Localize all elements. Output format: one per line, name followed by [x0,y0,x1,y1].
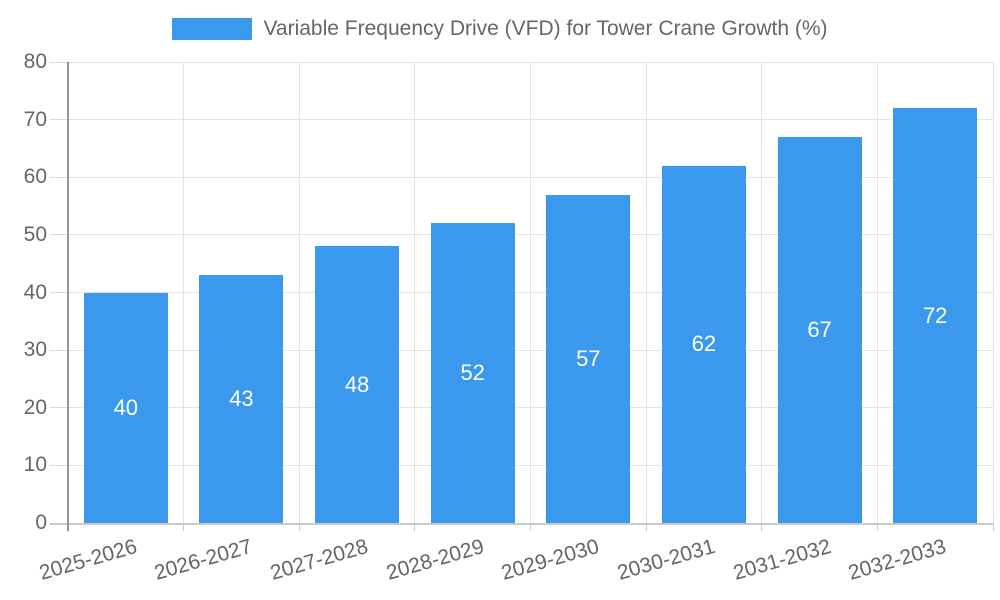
gridline-vertical [876,62,878,523]
x-axis-tick [761,523,763,531]
bar-value-label: 43 [229,386,254,412]
bar-value-label: 52 [460,360,485,386]
x-axis-tick-label: 2025-2026 [36,534,140,585]
bar[interactable] [430,223,515,523]
x-axis-tick [992,523,994,531]
bar-value-label: 62 [691,331,717,357]
bar-value-label: 48 [344,371,370,397]
y-axis-tick-label: 40 [23,280,47,304]
x-axis-tick-label: 2029-2030 [499,534,602,585]
y-axis-tick-label: 50 [23,222,47,246]
y-axis-tick-label: 20 [23,395,47,419]
y-axis-tick-label: 80 [23,50,47,73]
legend-item[interactable]: Variable Frequency Drive (VFD) for Tower… [0,17,1000,41]
x-axis-tick [414,523,416,531]
bar[interactable] [315,246,400,523]
y-axis-tick-label: 0 [35,511,47,534]
bar[interactable] [546,194,631,523]
y-axis-tick [50,119,68,121]
x-axis-line [50,523,993,525]
x-axis-tick-label: 2028-2029 [383,534,487,585]
y-axis-tick [50,234,68,236]
legend-label: Variable Frequency Drive (VFD) for Tower… [263,17,828,40]
bar[interactable] [661,165,746,523]
x-axis-tick [298,523,300,531]
bar[interactable] [83,292,168,523]
gridline-vertical [298,62,300,523]
y-axis-tick [50,407,68,409]
y-axis-line [67,62,69,531]
y-axis-tick-label: 30 [23,338,47,362]
y-axis-tick [50,292,68,293]
x-axis-tick-label: 2026-2027 [152,534,256,585]
y-axis-tick-label: 70 [23,107,47,131]
x-axis-tick [876,523,878,531]
x-axis-tick-label: 2031-2032 [730,534,834,585]
gridline-vertical [761,62,763,523]
bar[interactable] [893,108,978,523]
legend-swatch [172,18,253,40]
x-axis-tick-label: 2027-2028 [267,534,371,585]
bar-value-label: 67 [807,316,832,342]
bar[interactable] [199,275,284,523]
bar-value-label: 72 [922,302,948,328]
bar-value-label: 57 [576,345,601,371]
gridline-vertical [530,62,531,523]
y-axis-tick [50,176,68,178]
y-axis-tick [50,349,68,351]
bar[interactable] [777,136,862,523]
bar-value-label: 40 [113,394,139,420]
y-axis-tick-label: 10 [23,453,47,477]
x-axis-tick [645,523,647,531]
gridline-vertical [645,62,647,523]
x-axis-tick-label: 2032-2033 [845,534,949,585]
y-axis-tick-label: 60 [23,165,47,189]
gridline-vertical [992,62,994,523]
gridline-vertical [183,62,185,523]
x-axis-tick [530,523,531,531]
gridline-vertical [414,62,416,523]
y-axis-tick [50,61,68,63]
x-axis-tick-label: 2030-2031 [614,534,718,585]
x-axis-tick [183,523,185,531]
y-axis-tick [50,464,68,466]
